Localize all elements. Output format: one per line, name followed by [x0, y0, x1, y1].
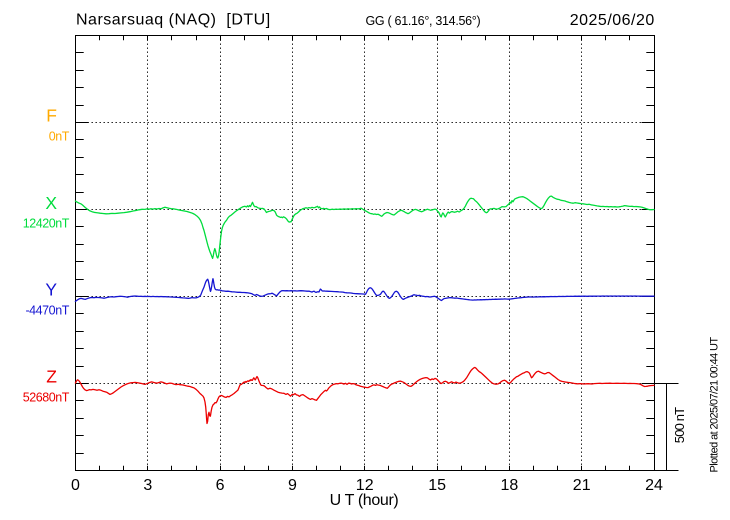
svg-text:6: 6 [216, 477, 225, 494]
svg-text:X: X [45, 193, 57, 213]
svg-text:-4470nT: -4470nT [25, 304, 69, 318]
svg-text:15: 15 [428, 477, 446, 494]
svg-text:Z: Z [46, 367, 57, 387]
svg-text:0: 0 [71, 477, 80, 494]
svg-text:500 nT: 500 nT [672, 407, 687, 443]
svg-text:GG ( 61.16°, 314.56°): GG ( 61.16°, 314.56°) [366, 14, 481, 28]
svg-text:24: 24 [645, 477, 663, 494]
svg-text:0nT: 0nT [49, 130, 70, 144]
svg-text:18: 18 [501, 477, 519, 494]
svg-text:U T (hour): U T (hour) [330, 492, 399, 509]
svg-text:F: F [46, 106, 57, 126]
svg-text:Narsarsuaq (NAQ) [DTU]: Narsarsuaq (NAQ) [DTU] [76, 11, 271, 28]
svg-text:21: 21 [573, 477, 591, 494]
svg-text:3: 3 [143, 477, 152, 494]
svg-text:2025/06/20: 2025/06/20 [570, 12, 655, 29]
svg-text:12420nT: 12420nT [23, 217, 70, 231]
svg-text:12: 12 [356, 477, 374, 494]
svg-text:Plotted at 2025/07/21 00:44 UT: Plotted at 2025/07/21 00:44 UT [709, 337, 721, 473]
svg-text:Y: Y [45, 280, 57, 300]
svg-text:52680nT: 52680nT [23, 390, 70, 404]
svg-text:9: 9 [288, 477, 297, 494]
